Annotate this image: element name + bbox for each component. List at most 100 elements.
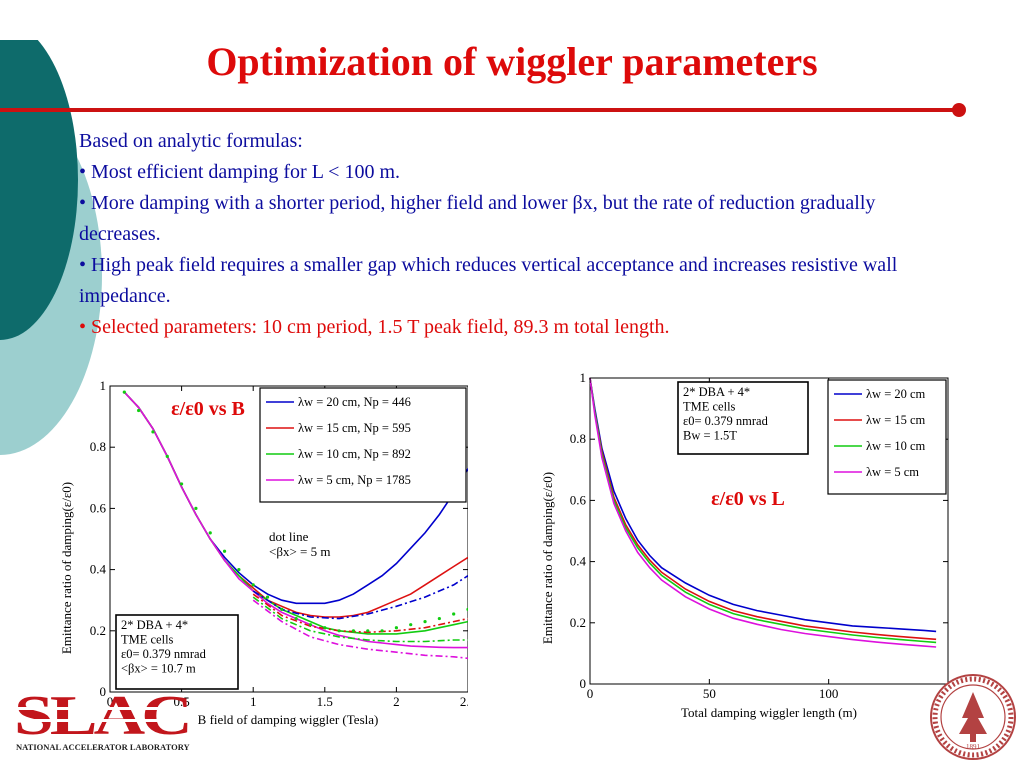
cr-ytick-label: 0.8	[570, 431, 586, 446]
cl-xtick-label: 2	[393, 694, 400, 709]
chart-right-legend: λw = 20 cm λw = 15 cm λw = 10 cm λw = 5 cm	[827, 379, 947, 495]
stanford-seal: 1891	[930, 674, 1016, 760]
cl-infobox-line: ε0= 0.379 nmrad	[121, 647, 207, 661]
bullet-3: • High peak field requires a smaller gap…	[79, 254, 898, 307]
cl-xtick-label: 1.5	[317, 694, 333, 709]
cr-plot-frame	[589, 377, 949, 685]
cl-infobox-frame	[115, 614, 239, 690]
cl-dot-point	[323, 626, 327, 630]
cl-legend-label: λw = 5 cm, Np = 1785	[298, 473, 411, 487]
cl-dot-point	[351, 629, 356, 633]
cl-xtick-label: 2.5	[460, 694, 468, 709]
cl-dot-point	[251, 583, 255, 587]
cr-ytick-label: 0.6	[570, 492, 587, 507]
cr-ytick-label: 1	[580, 370, 587, 385]
bullet-4: • Selected parameters: 10 cm period, 1.5…	[79, 316, 670, 338]
chart-left-xlabel: B field of damping wiggler (Tesla)	[198, 712, 379, 727]
cr-xtick-label: 50	[703, 686, 716, 701]
cl-infobox-line: <βx> = 10.7 m	[121, 662, 196, 676]
cl-xtick-label: 0	[107, 694, 114, 709]
chart-left-title: ε/ε0 vs B	[171, 398, 245, 420]
cl-infobox-line: 2* DBA + 4*	[121, 618, 188, 632]
cr-series-line-2	[589, 377, 937, 644]
cl-dot-point	[194, 506, 198, 510]
bullet-2: • More damping with a shorter period, hi…	[79, 192, 876, 245]
cl-dot-point	[337, 629, 341, 633]
cl-dot-point	[151, 430, 155, 434]
slide-title: Optimization of wiggler parameters	[206, 39, 818, 84]
cl-dot-point	[237, 568, 241, 572]
cr-infobox-line: 2* DBA + 4*	[683, 385, 750, 399]
cr-legend-box	[827, 379, 947, 495]
chart-left-legend: λw = 20 cm, Np = 446 λw = 15 cm, Np = 595…	[259, 387, 467, 503]
cl-infobox-line: TME cells	[121, 633, 174, 647]
decorative-arcs	[0, 40, 102, 455]
chart-right-xlabel: Total damping wiggler length (m)	[681, 705, 857, 720]
cr-xtick-label: 100	[819, 686, 839, 701]
cl-legend-label: λw = 10 cm, Np = 892	[298, 447, 411, 461]
cl-dot-point	[280, 607, 284, 611]
cr-ytick-label: 0.2	[570, 615, 586, 630]
cl-legend-label: λw = 20 cm, Np = 446	[298, 395, 411, 409]
cl-ytick-label: 1	[100, 378, 107, 393]
cl-dot-point	[165, 454, 169, 458]
bullet-list: Based on analytic formulas: • Most effic…	[79, 126, 909, 343]
cl-dot-point	[265, 595, 270, 599]
cl-dot-point	[222, 549, 227, 553]
cl-dot-point	[366, 629, 370, 633]
chart-emittance-vs-length: 05010015000.20.40.60.81 Total damping wi…	[540, 370, 958, 720]
title-rule-dot	[952, 103, 966, 117]
cl-dot-point	[380, 629, 384, 633]
cl-dot-point	[423, 620, 427, 624]
chart-left-annotation-2: <βx> = 5 m	[269, 544, 330, 559]
cr-series-line-3	[589, 377, 937, 648]
cl-dot-point	[452, 612, 456, 616]
chart-left-ylabel: Emittance ratio of damping(ε/ε0)	[59, 482, 74, 654]
cr-infobox-line: ε0= 0.379 nmrad	[683, 414, 769, 428]
seal-year: 1891	[966, 743, 981, 751]
cl-ytick-label: 0.4	[90, 562, 107, 577]
cl-dot-point	[208, 531, 212, 535]
cl-plot-frame	[109, 385, 468, 693]
cl-ytick-label: 0.2	[90, 623, 106, 638]
cl-dot-point	[437, 616, 441, 621]
chart-right-ylabel: Emittance ratio of damping(ε/ε0)	[540, 472, 555, 644]
cl-xtick-label: 0.5	[173, 694, 189, 709]
cl-dot-point	[466, 607, 468, 611]
cr-series-line-0	[589, 377, 937, 633]
cr-infobox-frame	[677, 381, 809, 455]
cl-ytick-label: 0	[100, 684, 107, 699]
cr-legend-label: λw = 15 cm	[866, 413, 926, 427]
cl-legend-label: λw = 15 cm, Np = 595	[298, 421, 411, 435]
cr-infobox-line: TME cells	[683, 400, 736, 414]
slac-subtitle: NATIONAL ACCELERATOR LABORATORY	[16, 742, 190, 752]
cr-series-line-1	[589, 377, 937, 641]
cr-infobox-line: Bw = 1.5T	[683, 429, 737, 443]
bullet-intro: Based on analytic formulas:	[79, 130, 303, 152]
cl-xtick-label: 1	[250, 694, 257, 709]
cr-legend-label: λw = 5 cm	[866, 465, 919, 479]
cl-dot-point	[294, 616, 298, 621]
cl-dot-point	[308, 623, 313, 627]
cl-ytick-label: 0.8	[90, 439, 106, 454]
cr-legend-label: λw = 10 cm	[866, 439, 926, 453]
cl-ytick-label: 0.6	[90, 500, 107, 515]
cl-dot-point	[180, 482, 184, 486]
cl-dot-point	[409, 623, 413, 627]
cl-dot-point	[394, 626, 398, 630]
cl-series-line-7	[252, 599, 468, 660]
slac-logo: SLAC NATIONAL ACCELERATOR LABORATORY	[14, 686, 192, 752]
title-rule	[0, 108, 958, 112]
cl-series-line-4	[252, 575, 468, 620]
cr-ytick-label: 0	[580, 676, 587, 691]
chart-left-annotation-1: dot line	[269, 529, 309, 544]
cl-legend-box	[259, 387, 467, 503]
cl-dot-point	[137, 408, 141, 413]
cr-ytick-label: 0.4	[570, 554, 587, 569]
cr-xtick-label: 0	[587, 686, 594, 701]
chart-right-title: ε/ε0 vs L	[711, 488, 785, 510]
bullet-1: • Most efficient damping for L < 100 m.	[79, 161, 401, 183]
cl-dot-point	[122, 390, 126, 394]
